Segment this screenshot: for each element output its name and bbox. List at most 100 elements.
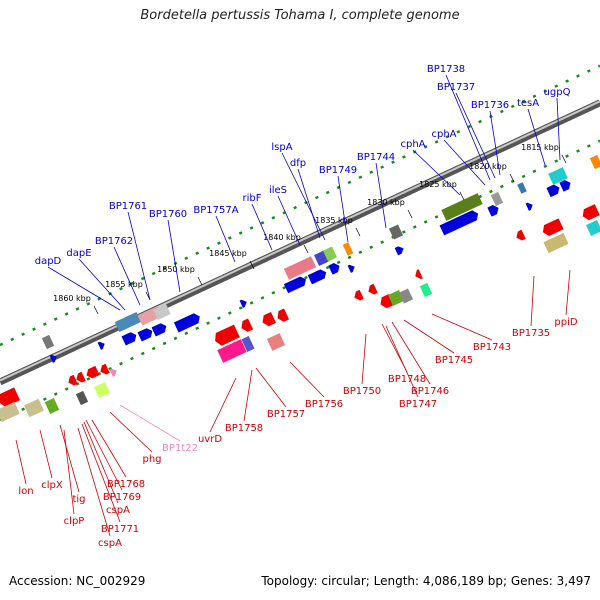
gene-feature — [262, 312, 276, 327]
gene-feature — [151, 323, 167, 337]
gene-label: BP1769 — [103, 492, 141, 503]
gene-label: cspA — [98, 538, 122, 549]
gene-leader-line — [91, 419, 127, 478]
gene-label: BP1737 — [437, 82, 475, 93]
gene-label: cspA — [106, 505, 130, 516]
gene-feature — [347, 264, 355, 273]
gene-label: cphA — [400, 139, 425, 150]
gene-arrow-forward — [559, 180, 571, 192]
gene-label: dapE — [66, 248, 91, 259]
gene-label: ileS — [269, 185, 287, 196]
gene-feature — [543, 232, 569, 254]
gene-box — [589, 154, 600, 170]
gene-leader-line — [63, 429, 75, 515]
gene-feature — [380, 294, 394, 309]
gene-label: BP1744 — [357, 152, 395, 163]
gene-leader-line — [556, 97, 561, 161]
gene-box — [266, 333, 286, 351]
gene-feature — [394, 246, 404, 256]
gene-leader-line — [81, 423, 121, 523]
gene-label: clpP — [64, 516, 85, 527]
gene-feature — [283, 276, 306, 294]
gene-arrow-forward — [307, 269, 327, 285]
gene-leader-line — [391, 321, 431, 385]
gene-box — [114, 311, 142, 333]
gene-feature — [517, 182, 527, 194]
gene-feature — [97, 341, 105, 350]
gene-box — [283, 256, 317, 280]
gene-leader-line — [412, 149, 461, 196]
gene-arrow-reverse — [582, 204, 600, 221]
gene-label: ribF — [243, 193, 262, 204]
gene-label: BP1768 — [107, 479, 145, 490]
gene-leader-line — [375, 162, 387, 229]
gene-feature — [342, 242, 354, 256]
gene-leader-line — [289, 361, 325, 398]
gene-label: lspA — [271, 142, 292, 153]
gene-leader-line — [83, 421, 119, 504]
gene-label: dfp — [290, 158, 306, 169]
gene-feature — [559, 180, 571, 192]
genome-backbone — [0, 99, 600, 386]
gene-leader-line — [113, 246, 141, 306]
scale-tick — [407, 209, 413, 219]
genome-backbone-highlight — [0, 100, 600, 382]
gene-feature — [419, 282, 433, 298]
gene-leader-line — [77, 427, 111, 537]
gene-feature — [41, 334, 55, 350]
gene-label: clpX — [41, 480, 63, 491]
gene-feature — [328, 263, 340, 275]
gene-label: tesA — [517, 98, 539, 109]
gene-arrow-reverse — [516, 229, 526, 241]
gene-arrow-forward — [239, 299, 247, 308]
gene-box — [41, 334, 55, 350]
gene-feature — [109, 368, 117, 377]
gene-box — [517, 182, 527, 194]
gene-box — [490, 191, 504, 207]
gene-leader-line — [78, 258, 126, 311]
gene-box — [441, 193, 483, 221]
scale-tick — [561, 154, 567, 164]
gene-arrow-reverse — [542, 218, 564, 236]
gene-arrow-reverse — [0, 387, 21, 407]
gene-arrow-forward — [546, 184, 560, 198]
gene-label: BP1t22 — [162, 443, 198, 454]
gene-arrow-forward — [173, 313, 200, 333]
gene-leader-line — [565, 269, 571, 316]
scale-label: 1840 kbp — [263, 233, 301, 242]
gene-feature — [415, 269, 423, 280]
gene-arrow-forward — [97, 341, 105, 350]
gene-arrow-forward — [525, 202, 533, 211]
scale-label: 1820 kbp — [469, 162, 507, 171]
gene-feature — [76, 371, 86, 383]
gene-label: BP1750 — [343, 386, 381, 397]
gene-label: dapD — [35, 256, 62, 267]
gene-label: ugpQ — [544, 87, 571, 98]
gene-feature — [277, 308, 290, 322]
gene-feature — [0, 387, 21, 407]
scale-label: 1845 kbp — [209, 249, 247, 258]
gene-feature — [86, 365, 100, 379]
gene-arrow-forward — [328, 263, 340, 275]
gene-leader-line — [403, 319, 455, 354]
gene-feature — [217, 339, 247, 363]
gene-leader-line — [47, 266, 121, 311]
gene-feature — [114, 311, 142, 333]
scale-tick — [509, 173, 515, 183]
gene-feature — [0, 401, 20, 423]
gene-feature — [266, 333, 286, 351]
gene-leader-line — [297, 168, 321, 239]
gene-leader-line — [209, 377, 237, 433]
gene-feature — [75, 390, 89, 406]
gene-leader-line — [431, 313, 493, 341]
gene-label: BP1748 — [388, 374, 426, 385]
gene-label: BP1743 — [473, 342, 511, 353]
gene-feature — [283, 256, 317, 280]
gene-leader-line — [277, 195, 301, 246]
gene-box — [217, 339, 247, 363]
gene-arrow-reverse — [262, 312, 276, 327]
gene-leader-line — [455, 92, 496, 179]
gene-feature — [241, 335, 255, 353]
gene-box — [322, 246, 338, 262]
gene-box — [388, 224, 404, 240]
